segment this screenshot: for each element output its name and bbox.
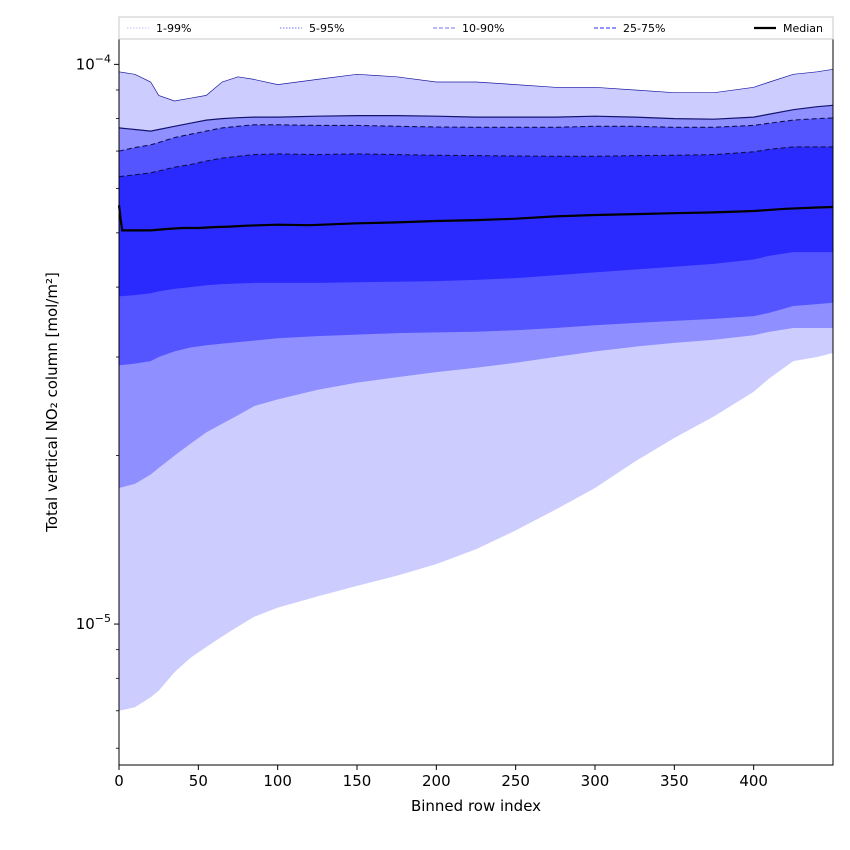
y-tick-label: 10−5 [76, 612, 111, 633]
x-tick-label: 50 [189, 772, 208, 790]
x-axis-label: Binned row index [411, 797, 541, 815]
legend-box [118, 16, 834, 40]
x-tick-label: 150 [343, 772, 372, 790]
x-tick-label: 400 [739, 772, 768, 790]
x-tick-label: 100 [263, 772, 292, 790]
y-tick-label: 10−4 [76, 52, 111, 73]
x-tick-label: 0 [114, 772, 124, 790]
x-axis: 0 50 100 150 200 250 300 350 400 [114, 765, 768, 790]
x-tick-label: 250 [501, 772, 530, 790]
band-upper-edge-1 [118, 68, 834, 102]
legend: 1-99% 5-95% 10-90% 25-75% Median [118, 16, 834, 40]
x-tick-label: 300 [581, 772, 610, 790]
band-edges-layer [118, 68, 834, 178]
legend-label: 5-95% [309, 22, 344, 35]
median-line [117, 205, 834, 232]
y-axis: 10−5 10−4 [76, 52, 119, 749]
x-tick-label: 200 [422, 772, 451, 790]
legend-label: 25-75% [623, 22, 665, 35]
median-layer [117, 205, 834, 232]
band-4 [119, 146, 833, 297]
y-axis-label: Total vertical NO₂ column [mol/m²] [43, 272, 61, 533]
band-upper-edge-2 [118, 104, 834, 132]
legend-label: 1-99% [156, 22, 191, 35]
bands-layer [119, 69, 833, 711]
x-tick-label: 350 [660, 772, 689, 790]
band-upper-edge-3 [118, 117, 834, 152]
legend-label: Median [783, 22, 823, 35]
legend-label: 10-90% [462, 22, 504, 35]
